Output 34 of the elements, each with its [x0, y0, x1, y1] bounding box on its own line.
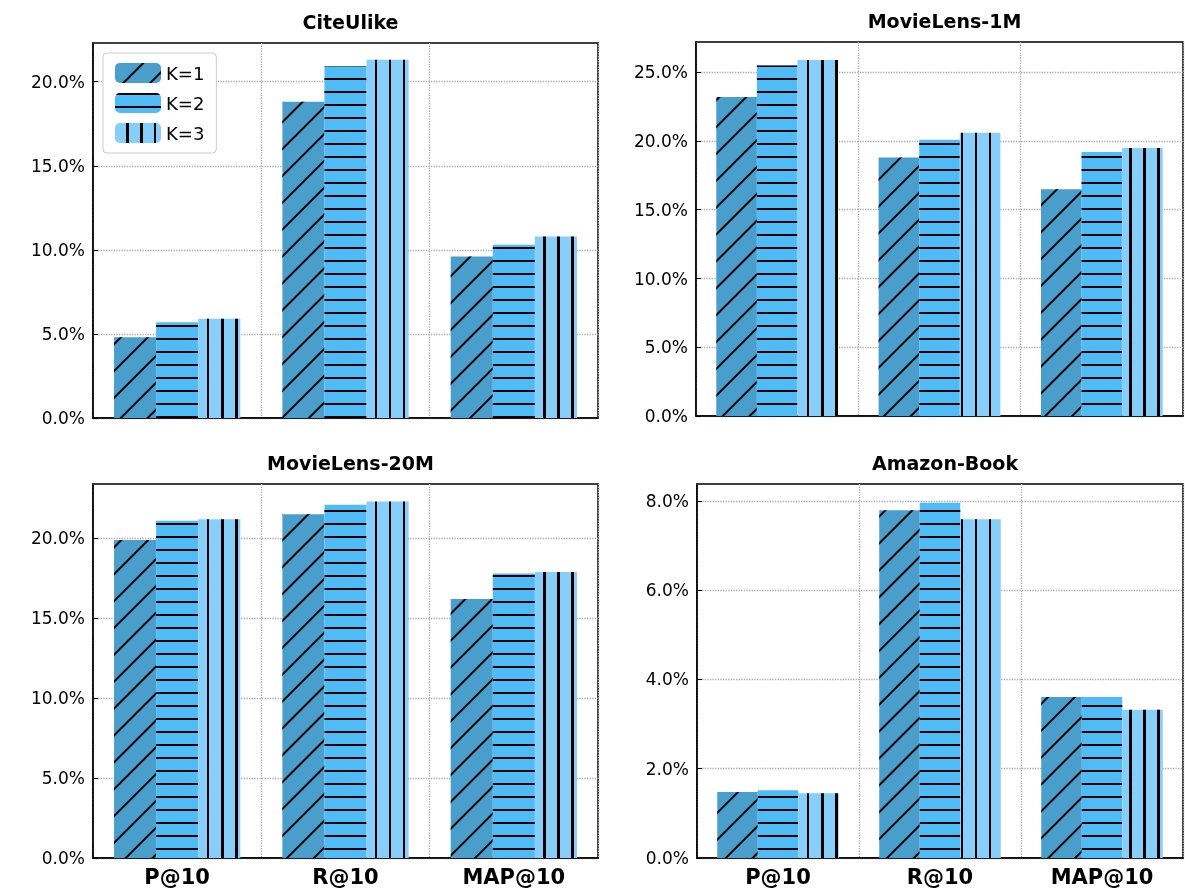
- y-tick-label: 8.0%: [645, 490, 689, 511]
- y-tick-label: 2.0%: [645, 758, 689, 779]
- y-tick-label: 5.0%: [41, 768, 85, 789]
- y-tick-label: 15.0%: [30, 155, 85, 176]
- x-tick-label: MAP@10: [1050, 864, 1154, 889]
- chart-title: CiteUlike: [302, 10, 399, 33]
- y-tick-label: 4.0%: [645, 669, 689, 690]
- y-tick-label: 0.0%: [644, 406, 688, 426]
- y-tick-label: 20.0%: [633, 131, 688, 151]
- y-tick-label: 20.0%: [30, 71, 85, 92]
- chart-title: MovieLens-20M: [267, 451, 434, 474]
- y-tick-label: 15.0%: [30, 608, 85, 629]
- x-tick-label: MAP@10: [462, 864, 566, 889]
- x-tick-label: R@10: [906, 864, 974, 889]
- y-tick-label: 6.0%: [645, 580, 689, 601]
- y-tick-label: 20.0%: [30, 528, 85, 549]
- legend-label: K=1: [166, 62, 205, 84]
- y-tick-label: 25.0%: [633, 62, 688, 83]
- y-tick-label: 0.0%: [41, 848, 85, 868]
- y-tick-label: 5.0%: [644, 337, 688, 358]
- legend-label: K=2: [166, 92, 205, 114]
- y-tick-label: 10.0%: [30, 239, 85, 260]
- legend-label: K=3: [166, 122, 205, 144]
- chart-title: MovieLens-1M: [867, 9, 1022, 32]
- y-tick-label: 15.0%: [633, 199, 688, 220]
- y-tick-label: 0.0%: [645, 848, 689, 868]
- y-tick-label: 5.0%: [41, 323, 85, 344]
- y-tick-label: 0.0%: [41, 408, 85, 428]
- chart-title: Amazon-Book: [871, 451, 1019, 474]
- x-tick-label: R@10: [312, 864, 379, 889]
- x-tick-label: P@10: [144, 864, 210, 889]
- y-tick-label: 10.0%: [30, 688, 85, 709]
- x-tick-label: P@10: [745, 864, 811, 889]
- y-tick-label: 10.0%: [633, 268, 688, 289]
